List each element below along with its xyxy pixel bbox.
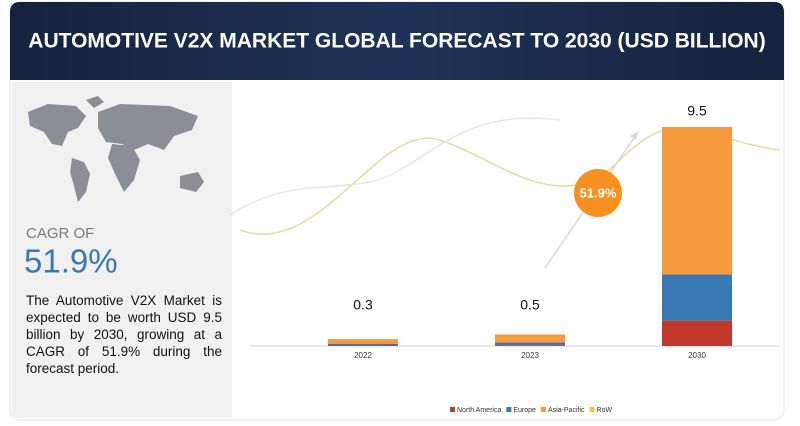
legend-swatch	[506, 407, 512, 412]
total-label: 0.3	[353, 297, 373, 313]
header	[10, 2, 784, 80]
bar-segment	[495, 334, 565, 343]
legend-label: RoW	[597, 407, 613, 414]
arrow-head	[630, 132, 638, 140]
badge-text: 51.9%	[580, 185, 617, 200]
bar-segment	[495, 342, 565, 346]
world-map	[28, 96, 204, 202]
bar-segment	[495, 345, 565, 346]
x-tick-label: 2022	[354, 351, 372, 360]
x-tick-label: 2023	[521, 351, 539, 360]
legend-label: Europe	[513, 407, 536, 414]
legend-swatch	[589, 407, 595, 412]
decor-curve	[229, 117, 561, 216]
legend-swatch	[450, 407, 455, 412]
x-tick-label: 2030	[688, 351, 706, 360]
description: The Automotive V2X Market is expected to…	[26, 293, 222, 376]
total-label: 0.5	[520, 297, 540, 313]
legend: North America Europe Asia-Pacific RoW	[450, 407, 612, 414]
chart-title: AUTOMOTIVE V2X MARKET GLOBAL FORECAST TO…	[28, 30, 765, 53]
bar-segment	[328, 339, 398, 344]
total-label: 9.5	[687, 103, 707, 119]
legend-label: Asia-Pacific	[548, 407, 585, 414]
bar-segment	[328, 343, 398, 346]
legend-swatch	[540, 407, 546, 412]
cagr-badge	[574, 169, 622, 217]
legend-label: North America	[457, 407, 501, 414]
bar-segment	[662, 320, 732, 346]
cagr-value: 51.9%	[24, 243, 118, 280]
bar-segment	[662, 127, 732, 275]
bar-segment	[662, 274, 732, 321]
cagr-label: CAGR OF	[26, 225, 94, 242]
